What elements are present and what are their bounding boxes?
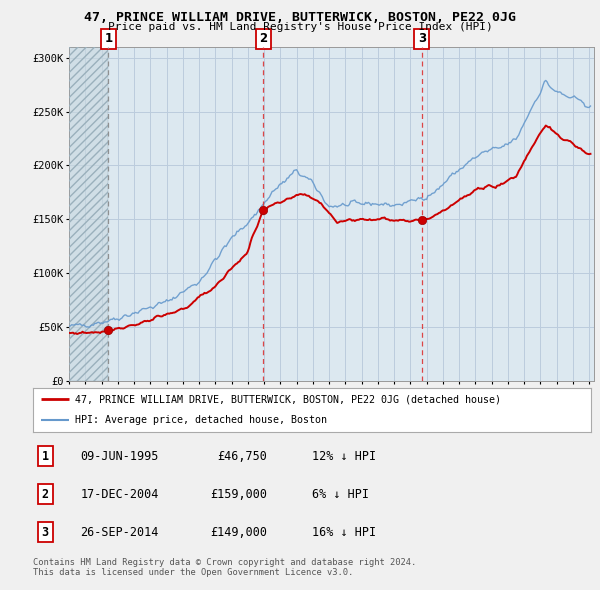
Text: 1: 1 (42, 450, 49, 463)
Text: 1: 1 (104, 32, 112, 45)
Text: Contains HM Land Registry data © Crown copyright and database right 2024.
This d: Contains HM Land Registry data © Crown c… (33, 558, 416, 577)
Text: HPI: Average price, detached house, Boston: HPI: Average price, detached house, Bost… (75, 415, 327, 425)
Bar (69, 47, 108, 381)
Text: 09-JUN-1995: 09-JUN-1995 (80, 450, 159, 463)
Text: 26-SEP-2014: 26-SEP-2014 (80, 526, 159, 539)
Text: 17-DEC-2004: 17-DEC-2004 (80, 487, 159, 501)
Text: £159,000: £159,000 (211, 487, 268, 501)
Text: 2: 2 (259, 32, 268, 45)
Text: £149,000: £149,000 (211, 526, 268, 539)
Text: 16% ↓ HPI: 16% ↓ HPI (312, 526, 376, 539)
Text: 47, PRINCE WILLIAM DRIVE, BUTTERWICK, BOSTON, PE22 0JG (detached house): 47, PRINCE WILLIAM DRIVE, BUTTERWICK, BO… (75, 394, 501, 404)
Bar (69, 47, 108, 381)
Text: 3: 3 (42, 526, 49, 539)
Text: 47, PRINCE WILLIAM DRIVE, BUTTERWICK, BOSTON, PE22 0JG: 47, PRINCE WILLIAM DRIVE, BUTTERWICK, BO… (84, 11, 516, 24)
Text: £46,750: £46,750 (217, 450, 268, 463)
Text: 3: 3 (418, 32, 426, 45)
Text: 2: 2 (42, 487, 49, 501)
Text: 12% ↓ HPI: 12% ↓ HPI (312, 450, 376, 463)
Text: Price paid vs. HM Land Registry's House Price Index (HPI): Price paid vs. HM Land Registry's House … (107, 22, 493, 32)
Text: 6% ↓ HPI: 6% ↓ HPI (312, 487, 369, 501)
